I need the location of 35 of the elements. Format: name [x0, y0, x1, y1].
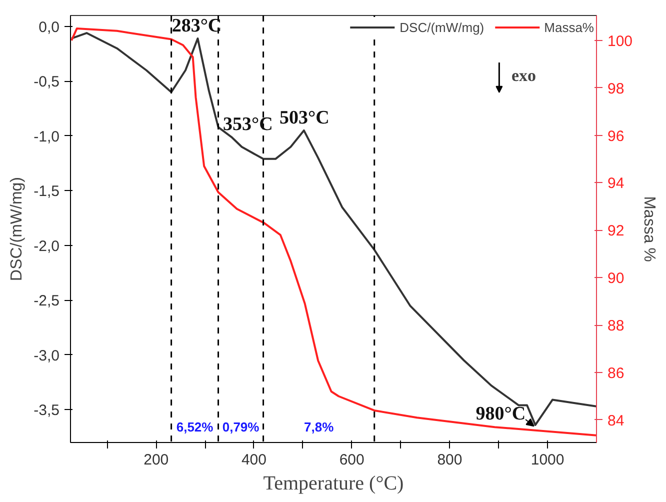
y2-tick-label: 88	[608, 318, 624, 335]
y2-tick-label: 86	[608, 365, 624, 382]
legend-label: Massa%	[544, 20, 594, 34]
x-tick-label: 400	[241, 452, 267, 468]
y2-tick-label: 100	[608, 32, 633, 50]
y-tick-label: -2,0	[34, 238, 60, 255]
annotation: exo	[512, 66, 536, 85]
y2-tick-label: 98	[608, 80, 624, 98]
y2-tick-label: 90	[608, 270, 624, 288]
y-tick-label: -1,5	[34, 183, 60, 200]
legend-label: DSC/(mW/mg)	[400, 20, 484, 34]
y-tick-label: -0,5	[34, 74, 60, 91]
x-tick-label: 1000	[530, 452, 564, 468]
y-tick-label: -3,5	[34, 402, 60, 420]
annotation: 503°C	[279, 107, 330, 128]
y-tick-label: -2,5	[34, 292, 60, 310]
y-tick-label: -1,0	[34, 128, 60, 146]
x-tick-label: 200	[144, 452, 169, 468]
annotation: 353°C	[222, 114, 273, 135]
annotation: 6,52%	[176, 420, 214, 434]
y2-tick-label: 96	[608, 128, 624, 145]
x-tick-label: 800	[437, 452, 462, 468]
y2-tick-label: 92	[608, 222, 624, 240]
y-tick-label: 0,0	[38, 18, 60, 36]
annotation: 0,79%	[222, 420, 260, 434]
annotation: 7,8%	[304, 420, 334, 434]
y-tick-label: -3,0	[34, 347, 60, 364]
y2-tick-label: 84	[608, 412, 624, 430]
annotation: 283°C	[172, 15, 222, 36]
y-axis-title: DSC/(mW/mg)	[8, 177, 26, 281]
x-axis-title: Temperature (°C)	[263, 472, 404, 494]
x-tick-label: 600	[339, 452, 364, 468]
y2-axis-title: Massa %	[640, 196, 658, 262]
annotation: 980°C	[476, 404, 526, 425]
y2-tick-label: 94	[608, 175, 624, 192]
